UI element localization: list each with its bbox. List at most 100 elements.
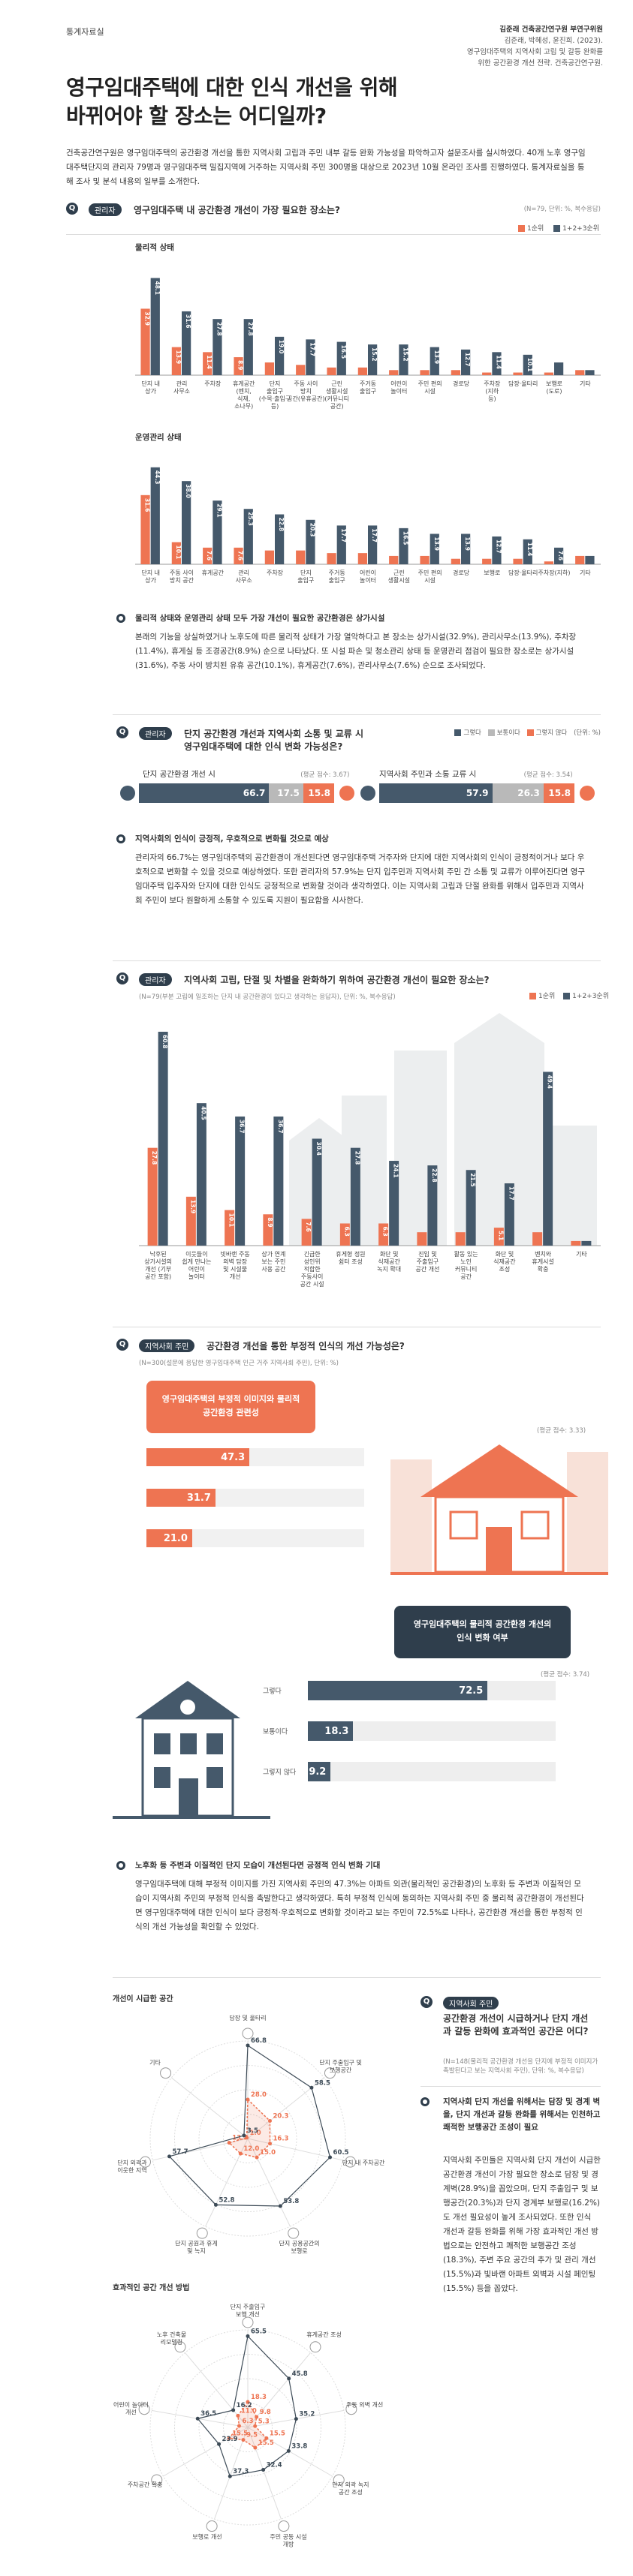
bar-123 — [430, 534, 439, 564]
radar-point — [253, 2424, 258, 2428]
bar-value-label: 10.1 — [228, 1213, 235, 1228]
bar-123 — [306, 339, 315, 375]
category-label: 긴급한 성인위 적합한 주동사이 공간 시설 — [300, 1250, 324, 1288]
radar-category-label: 단지 주출입구 및 보행공간 — [319, 2058, 362, 2073]
bar-123 — [389, 1161, 399, 1246]
bar-123 — [368, 344, 378, 375]
section1-bullet-title: 물리적 상태와 운영관리 상태 모두 가장 개선이 필요한 공간환경은 상가시설 — [135, 614, 385, 623]
bar-123 — [213, 500, 222, 564]
row2-label: 지역사회 주민과 소통 교류 시 (평균 점수: 3.54) — [379, 770, 573, 779]
legend-1st: 1순위 — [538, 993, 556, 1000]
radar-point — [246, 2043, 250, 2048]
radar-point — [228, 2474, 232, 2478]
radar-point — [264, 2436, 269, 2440]
divider — [113, 714, 601, 715]
bar-123 — [554, 547, 564, 564]
bar-value-label: 10.1 — [175, 546, 182, 560]
category-label: 단지 내 상가 — [141, 569, 160, 584]
radar-value-label: 15.0 — [260, 2149, 276, 2157]
section3-note: (N=79(부분 고립에 일조하는 단지 내 공간환경이 있다고 생각하는 응답… — [139, 993, 396, 1001]
radar-category-label: 주민 공동 시설 개방 — [270, 2532, 306, 2547]
radar-value-label: 65.5 — [251, 2328, 267, 2335]
bar-123 — [430, 347, 439, 375]
radar-point — [227, 2436, 231, 2440]
radar-axis — [163, 2427, 249, 2477]
bar-value-label: 20.3 — [309, 523, 315, 537]
bar-1st — [296, 550, 306, 564]
bar-value-label: 7.6 — [206, 551, 213, 561]
bar-123 — [368, 525, 378, 564]
q-icon: Q — [116, 1339, 128, 1351]
radar-series — [197, 2335, 297, 2477]
bar-123 — [275, 514, 285, 564]
card2-avg: (평균 점수: 3.74) — [541, 1671, 590, 1679]
radar-point — [255, 2155, 259, 2160]
bar-value-label: 17.7 — [309, 342, 315, 356]
radar-point — [246, 2334, 250, 2338]
radar-point — [278, 2204, 282, 2208]
hbar-row: 47.3 — [146, 1448, 612, 1466]
bar-1st — [544, 372, 553, 375]
radar-point — [261, 2468, 266, 2472]
bar-value-label: 25.3 — [247, 512, 254, 526]
radar-value-label: 23.9 — [222, 2436, 238, 2443]
bar-123 — [350, 1147, 360, 1246]
bar-value-label: 13.9 — [189, 1200, 196, 1214]
hbar-row: 9.2 그렇지 않다 — [263, 1762, 593, 1781]
radar-value-label: 9.5 — [246, 2432, 258, 2439]
bar-value-label: 6.3 — [382, 1226, 389, 1236]
radar-value-label: 45.8 — [292, 2370, 308, 2378]
bar-1st — [234, 547, 243, 564]
bar-1st — [482, 372, 492, 375]
bar-123 — [275, 336, 285, 375]
bar-value-label: 31.6 — [185, 314, 191, 329]
category-label: 화단 및 식재공간 녹지 확대 — [377, 1250, 401, 1273]
bar-value-label: 10.1 — [526, 358, 533, 372]
category-tag: 통계자료실 — [66, 27, 104, 37]
radar-category-icon — [324, 2067, 336, 2079]
category-label: 기타 — [580, 570, 591, 576]
category-label: 빗바랜 주동 외벽 담장 및 시설물 개선 — [220, 1250, 249, 1280]
bar-value-label: 22.8 — [431, 1168, 438, 1183]
hbar-label: 그렇지 않다 — [263, 1769, 297, 1777]
bar-1st — [203, 547, 213, 564]
bullet-icon — [420, 2097, 430, 2106]
radar-category-icon — [242, 2316, 254, 2328]
radar-axis — [151, 2409, 249, 2428]
section4-note: (N=300(설문에 응답한 영구임대주택 인근 거주 지역사회 주민), 단위… — [139, 1360, 339, 1367]
radar-point — [231, 2408, 236, 2412]
category-label: 담장·울타리 — [508, 569, 538, 576]
section2-unit: (단위: %) — [574, 729, 601, 737]
bar-1st — [389, 555, 399, 564]
bar-value-label: 15.2 — [371, 347, 378, 362]
bar-value-label: 19.0 — [278, 340, 285, 354]
category-label: 주차장 (지하 등) — [484, 380, 501, 402]
bar-1st — [357, 367, 367, 375]
hbar-fill: 72.5 — [308, 1681, 488, 1700]
hbar-row: 72.5 그렇다 — [263, 1681, 593, 1700]
radar-point — [241, 2438, 246, 2442]
bar-123 — [196, 1103, 206, 1246]
category-label: 근린 생활시설 (커뮤니티 공간) — [324, 380, 349, 410]
bar-value-label: 27.8 — [151, 1151, 158, 1165]
radar-category-label: 단지 외곽 녹지 공간 조성 — [332, 2481, 369, 2496]
bar-123 — [399, 344, 408, 375]
row2-stack: 57.9 26.3 15.8 — [379, 783, 574, 803]
radar-point — [213, 2202, 218, 2207]
bar-123 — [492, 536, 502, 564]
radar-value-label: 16.2 — [237, 2402, 252, 2409]
legend-1st: 1순위 — [527, 225, 544, 233]
radar-value-label: 57.7 — [173, 2148, 188, 2156]
category-label: 이웃들이 쉽게 만나는 어린이 놀이터 — [182, 1250, 211, 1280]
divider — [113, 1977, 601, 1978]
category-label: 어린이 놀이터 — [360, 569, 376, 584]
question-line: 단지 공간환경 개선과 지역사회 소통 및 교류 시 — [184, 729, 364, 739]
radar-value-label: 32.4 — [267, 2462, 282, 2469]
bar-123 — [306, 519, 315, 564]
radar-point — [246, 2400, 250, 2404]
bar-123 — [461, 349, 471, 375]
sad-face-icon — [580, 786, 595, 801]
radar-category-label: 기타 — [149, 2059, 161, 2066]
section1-bullet-text: 본래의 기능을 상실하였거나 노후도에 따른 물리적 상태가 가장 열악하다고 … — [135, 633, 577, 670]
